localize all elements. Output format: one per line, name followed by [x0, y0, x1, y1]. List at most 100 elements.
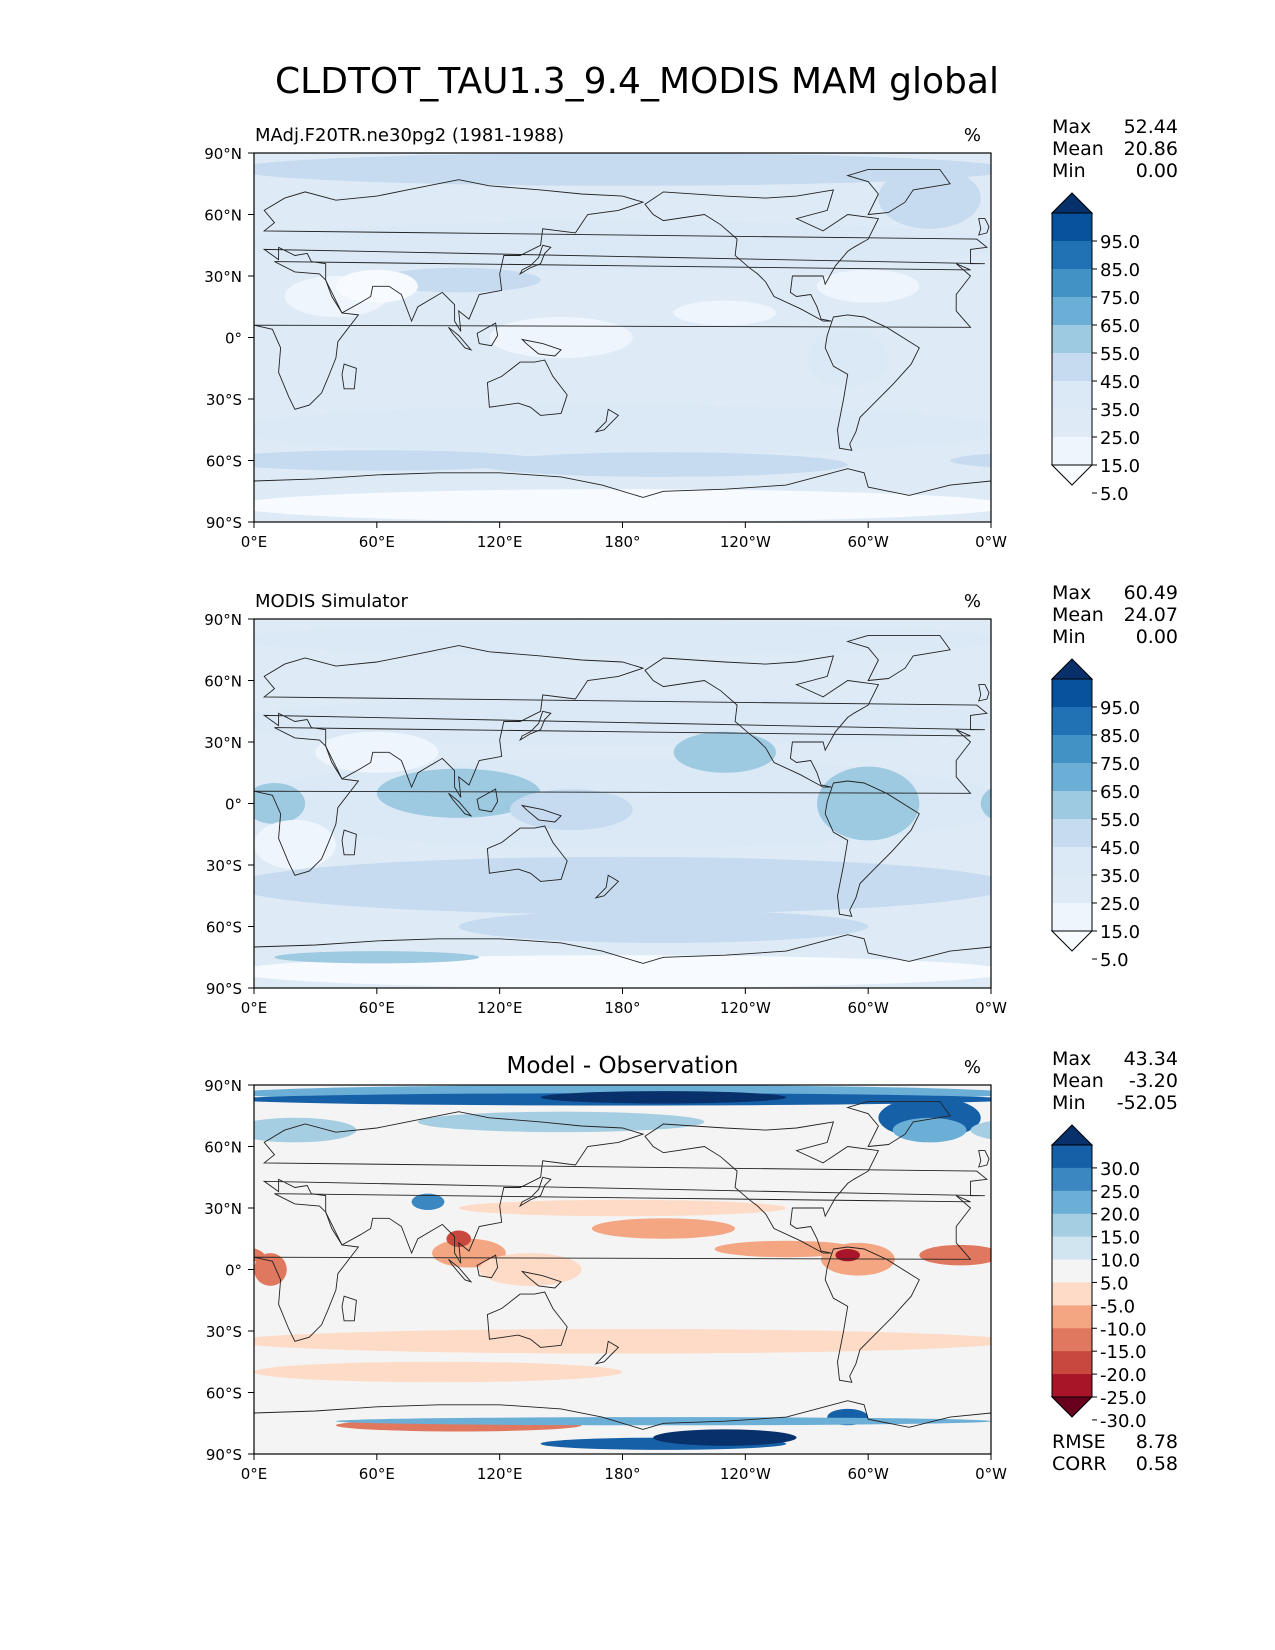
- contour-region: [1155, 1112, 1275, 1133]
- contour-region: [892, 1117, 967, 1143]
- coastline: [448, 1258, 473, 1283]
- x-tick-label: 60°W: [847, 533, 889, 551]
- contour-region: [970, 1337, 991, 1346]
- stat-value: 43.34: [1124, 1048, 1178, 1070]
- coastline: [518, 244, 552, 276]
- contour-region: [0, 1417, 254, 1425]
- coastline: [262, 645, 989, 798]
- stat-value: 0.00: [1136, 160, 1178, 182]
- contour-region: [489, 317, 633, 358]
- units-label: %: [964, 125, 981, 146]
- colorbar-segment: [1052, 241, 1092, 270]
- coastline: [520, 1270, 562, 1289]
- map-field: [0, 619, 991, 988]
- coastline: [341, 1295, 357, 1322]
- colorbar-segment: [1052, 1145, 1092, 1169]
- contour-region: [0, 1438, 49, 1450]
- contour-region: [254, 1117, 357, 1143]
- y-tick-label: 60°N: [204, 1139, 242, 1157]
- contour-region: [98, 1249, 123, 1261]
- contour-region: [274, 951, 480, 964]
- x-tick-label: 0°E: [241, 1465, 268, 1483]
- contour-region: [254, 623, 991, 656]
- contour-region: [141, 1097, 243, 1138]
- colorbar-label: 65.0: [1100, 316, 1140, 337]
- coastline: [476, 788, 499, 813]
- x-tick-label: 180°: [604, 1465, 640, 1483]
- contour-region: [970, 1090, 991, 1096]
- map-panel-2: MODIS Simulator % 0°E 60°E 120°E 180° 120°W 60°…: [0, 582, 1178, 1017]
- coastline: [518, 710, 552, 742]
- colorbar-label: 35.0: [1100, 866, 1140, 887]
- contour-region: [970, 164, 991, 175]
- colorbar-extend-max: [1050, 192, 1094, 214]
- x-tick-label: 180°: [604, 533, 640, 551]
- contour-region: [919, 1244, 991, 1266]
- colorbar-segment: [1052, 903, 1092, 932]
- colorbar-segment: [1052, 847, 1092, 876]
- colorbar-segment: [1052, 735, 1092, 764]
- colorbar-label: 55.0: [1100, 810, 1140, 831]
- y-tick-label: 60°S: [206, 919, 242, 937]
- x-tick-label: 60°E: [359, 533, 395, 551]
- colorbar-segment: [1052, 679, 1092, 708]
- y-tick-label: 60°S: [206, 1385, 242, 1403]
- colorbar-label: -25.0: [1100, 1388, 1147, 1409]
- y-tick-label: 30°N: [204, 734, 242, 752]
- coastline: [476, 1254, 499, 1279]
- stat-value: -3.20: [1129, 1070, 1178, 1092]
- contour-region: [254, 819, 336, 870]
- colorbar-segment: [1052, 1305, 1092, 1329]
- contour-region: [458, 910, 869, 943]
- colorbar-label: 5.0: [1100, 950, 1129, 971]
- map-field: [70, 153, 991, 522]
- contour-region: [970, 1097, 991, 1102]
- contour-region: [254, 634, 275, 645]
- coastline: [341, 829, 357, 856]
- colorbar-label: 15.0: [1100, 456, 1140, 477]
- coastline: [254, 934, 991, 988]
- contour-region: [254, 1085, 991, 1454]
- contour-region: [970, 1210, 991, 1329]
- colorbar-segment: [1052, 1351, 1092, 1375]
- stat-label: Mean: [1052, 604, 1104, 626]
- coastline: [644, 189, 880, 322]
- colorbar: 95.0 85.0 75.0 65.0 55.0 45.0 35.0 25.0 15.0 5.0: [1050, 658, 1140, 971]
- coastline: [341, 363, 357, 390]
- coastline: [254, 727, 972, 876]
- coastline: [594, 1340, 620, 1365]
- colorbar-label: 55.0: [1100, 344, 1140, 365]
- y-tick-label: 90°S: [206, 514, 242, 532]
- colorbar-label: 25.0: [1100, 428, 1140, 449]
- contour-region: [254, 1248, 265, 1262]
- panel-title: MAdj.F20TR.ne30pg2 (1981-1988): [255, 125, 564, 146]
- coastline: [262, 1111, 989, 1264]
- colorbar: 30.025.020.015.010.05.0-5.0-10.0-15.0-20…: [1050, 1124, 1147, 1432]
- coastline: [978, 684, 990, 702]
- contour-region: [254, 1253, 287, 1286]
- colorbar-segment: [1052, 763, 1092, 792]
- colorbar-label: 75.0: [1100, 754, 1140, 775]
- coastline: [254, 261, 972, 410]
- contour-region: [254, 1097, 275, 1102]
- stat-label: Min: [1052, 1092, 1086, 1114]
- colorbar-segment: [1052, 1236, 1092, 1261]
- y-tick-label: 0°: [225, 796, 242, 814]
- colorbar-segment: [1052, 1282, 1092, 1306]
- contour-region: [70, 329, 152, 386]
- colorbar-segment: [1052, 353, 1092, 382]
- colorbar-segment: [1052, 269, 1092, 298]
- contour-region: [0, 732, 39, 773]
- contour-region: [254, 489, 991, 522]
- colorbar-extend-max: [1050, 658, 1094, 680]
- contour-region: [80, 767, 182, 841]
- stat-value: 0.58: [1136, 1453, 1178, 1475]
- stat-label: RMSE: [1052, 1431, 1106, 1453]
- contour-region: [970, 1120, 991, 1140]
- contour-region: [714, 1240, 858, 1258]
- stat-value: 60.49: [1124, 582, 1178, 604]
- coastline: [644, 655, 880, 788]
- colorbar-frame: [1051, 212, 1093, 466]
- stat-value: 20.86: [1124, 138, 1178, 160]
- stat-label: Min: [1052, 160, 1086, 182]
